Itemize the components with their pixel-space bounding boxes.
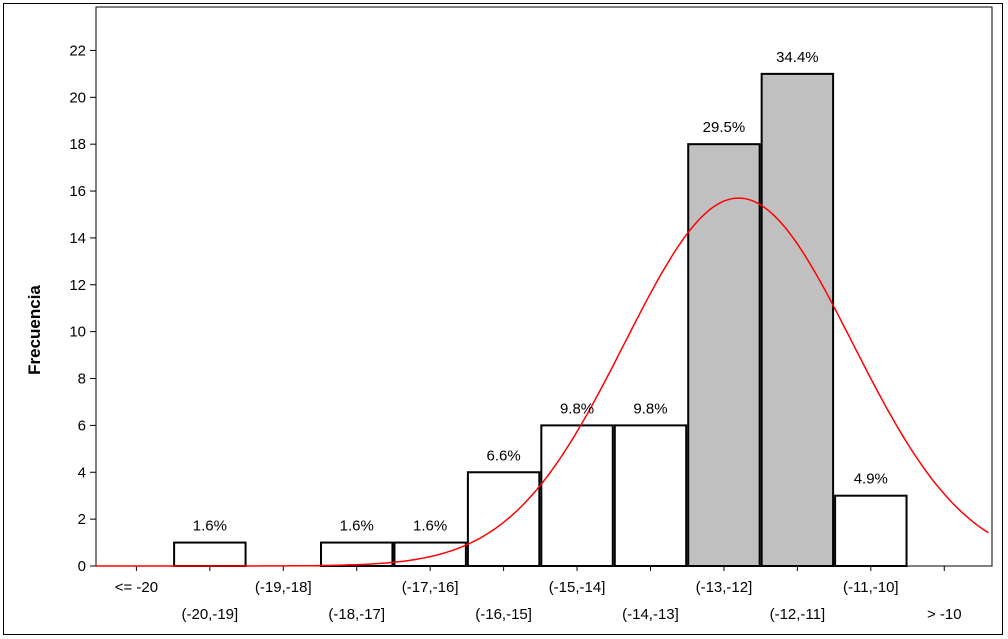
data-label: 34.4% [776, 49, 819, 66]
x-tick-label: (-13,-12] [696, 579, 753, 596]
x-tick-label: (-20,-19] [181, 606, 238, 623]
x-tick-label: (-11,-10] [843, 579, 899, 596]
bar [687, 143, 761, 567]
y-tick-label: 4 [78, 464, 86, 481]
bars [173, 72, 908, 568]
data-label: 29.5% [703, 119, 746, 136]
x-tick-label: (-15,-14] [549, 579, 606, 596]
y-tick-label: 16 [69, 183, 86, 200]
data-label: 9.8% [560, 400, 594, 417]
y-tick-label: 14 [69, 230, 86, 247]
bar [613, 424, 688, 567]
y-tick-label: 18 [69, 136, 86, 153]
data-label: 1.6% [193, 518, 227, 535]
bar [540, 424, 614, 567]
bar [760, 72, 835, 567]
fit-curve-group [96, 197, 989, 567]
y-tick-label: 10 [69, 324, 86, 341]
fit-curve [96, 197, 989, 567]
x-tick-label: (-19,-18] [255, 579, 312, 596]
chart-frame [3, 3, 1003, 635]
labels: <= -20 (-20,-19] 1.6% (-19,-18] (-18,-17] 1.6… [115, 49, 962, 623]
x-tick-label: (-12,-11] [770, 606, 826, 623]
y-axis-title: Frecuencia [25, 285, 44, 375]
y-tick-label: 2 [78, 511, 86, 528]
x-tick-label: (-18,-17] [328, 606, 385, 623]
y-tick-label: 0 [78, 558, 86, 575]
x-tick-label: > -10 [927, 606, 962, 623]
bar [320, 541, 394, 568]
bar [466, 471, 541, 567]
data-label: 1.6% [340, 518, 374, 535]
bar [393, 541, 467, 568]
y-tick-label: 12 [69, 277, 86, 294]
y-tick-label: 22 [69, 42, 86, 59]
y-tick-label: 6 [78, 417, 86, 434]
bar [173, 541, 247, 568]
y-tick-label: 8 [78, 371, 86, 388]
bar [834, 494, 908, 567]
x-tick-label: (-16,-15] [475, 606, 532, 623]
data-label: 9.8% [633, 400, 667, 417]
y-tick-label: 20 [69, 89, 86, 106]
data-label: 6.6% [487, 447, 521, 464]
x-tick-label: (-14,-13] [622, 606, 679, 623]
data-label: 4.9% [854, 471, 888, 488]
x-tick-label: <= -20 [115, 579, 158, 596]
x-tick-label: (-17,-16] [402, 579, 459, 596]
data-label: 1.6% [413, 518, 447, 535]
